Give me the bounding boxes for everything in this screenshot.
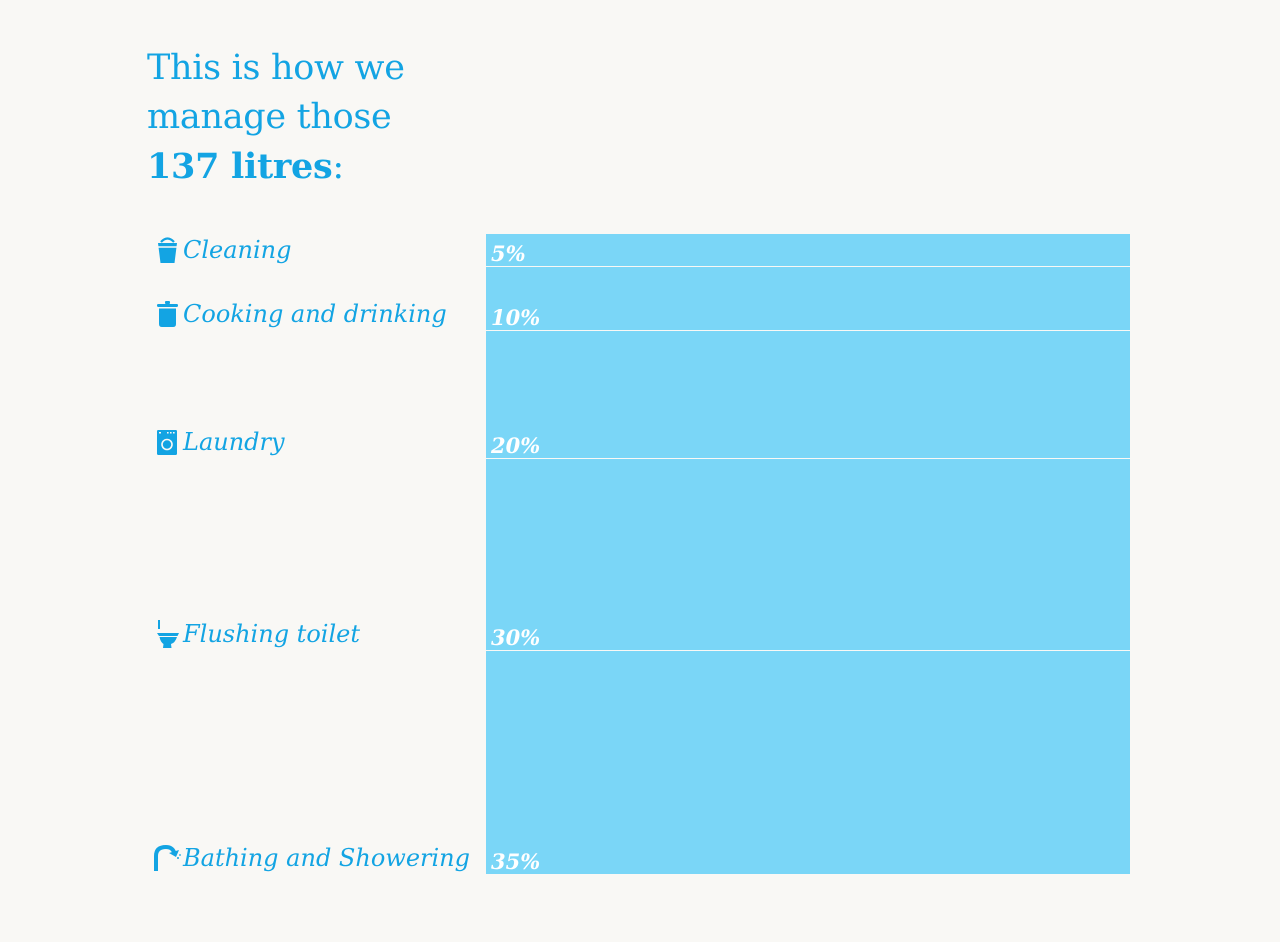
category-row: Flushing toilet (154, 620, 360, 648)
bucket-icon (154, 236, 181, 264)
bar-segment-cleaning: 5% (486, 234, 1130, 266)
category-label: Cooking and drinking (183, 300, 447, 328)
data-label: 35% (491, 849, 541, 874)
stacked-bar: 5% 10% 20% 30% 35% (486, 234, 1130, 874)
data-label: 10% (491, 305, 541, 330)
bar-segment-bathing-and-showering: 35% (486, 650, 1130, 874)
title-suffix: : (332, 147, 344, 187)
bar-segment-flushing-toilet: 30% (486, 458, 1130, 650)
title-line-3: 137 litres: (147, 142, 405, 192)
pot-icon (154, 300, 181, 328)
data-label: 5% (491, 241, 526, 266)
category-label: Laundry (183, 428, 285, 456)
title-line-1: This is how we (147, 48, 405, 88)
title-amount: 137 litres (147, 146, 333, 187)
shower-icon (154, 844, 181, 872)
bar-segment-cooking-and-drinking: 10% (486, 266, 1130, 330)
category-label: Flushing toilet (183, 620, 360, 648)
category-label: Cleaning (183, 236, 292, 264)
data-label: 20% (491, 433, 541, 458)
category-row: Cooking and drinking (154, 300, 447, 328)
title-line-2: manage those (147, 97, 392, 137)
chart-title: This is how we manage those 137 litres: (147, 44, 405, 192)
category-label: Bathing and Showering (183, 844, 470, 872)
toilet-icon (154, 620, 181, 648)
washing-machine-icon (154, 428, 181, 456)
bar-segment-laundry: 20% (486, 330, 1130, 458)
category-row: Laundry (154, 428, 285, 456)
category-row: Bathing and Showering (154, 844, 470, 872)
data-label: 30% (491, 625, 541, 650)
category-row: Cleaning (154, 236, 292, 264)
